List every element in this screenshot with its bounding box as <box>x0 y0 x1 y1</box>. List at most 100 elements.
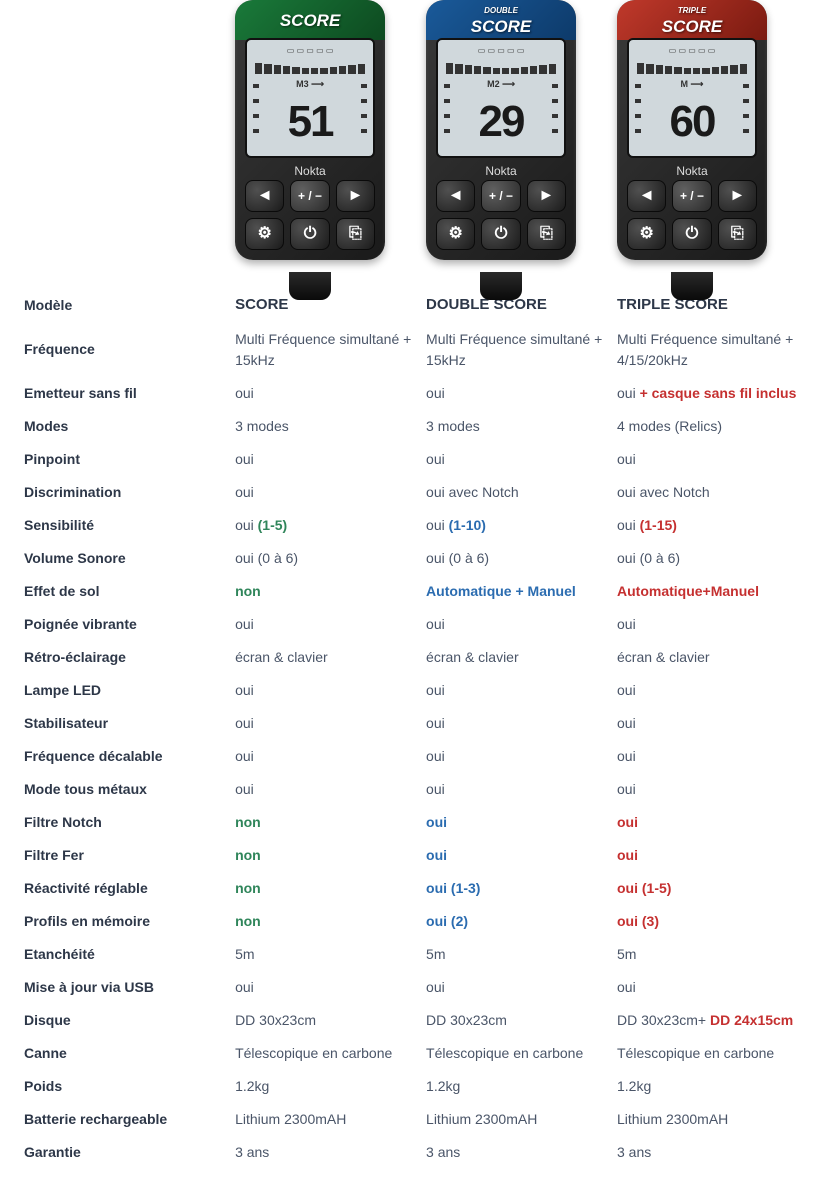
keypad-btn: ⏻ <box>481 218 520 250</box>
keypad-btn: ► <box>527 180 566 212</box>
spec-value: oui <box>613 773 804 806</box>
spec-value: oui <box>422 773 613 806</box>
keypad-btn: ► <box>336 180 375 212</box>
spec-row: Batterie rechargeableLithium 2300mAHLith… <box>20 1103 804 1136</box>
spec-row: Mode tous métauxouiouioui <box>20 773 804 806</box>
spec-value: Multi Fréquence simultané + 15kHz <box>422 323 613 377</box>
device-logo: DOUBLESCORE <box>426 8 576 40</box>
screen-icons: ▭ ▭ ▭ ▭ ▭ <box>442 44 560 58</box>
spec-value: Télescopique en carbone <box>613 1037 804 1070</box>
row-label: Filtre Notch <box>20 806 231 839</box>
spec-value: 5m <box>613 938 804 971</box>
colored-value: oui (2) <box>426 913 468 929</box>
spec-value: Multi Fréquence simultané + 4/15/20kHz <box>613 323 804 377</box>
keypad-btn: ⚙ <box>436 218 475 250</box>
keypad-btn: ⚙ <box>627 218 666 250</box>
spec-value: oui <box>422 839 613 872</box>
row-label: Mise à jour via USB <box>20 971 231 1004</box>
row-label: Emetteur sans fil <box>20 377 231 410</box>
spec-value: 5m <box>422 938 613 971</box>
device-body: SCORE▭ ▭ ▭ ▭ ▭M3 ⟶51Nokta◄+ / −►⚙⏻⎘ <box>235 0 385 260</box>
colored-value: oui <box>617 847 638 863</box>
spec-row: Discriminationouioui avec Notchoui avec … <box>20 476 804 509</box>
screen-bars <box>251 58 369 76</box>
row-label: Batterie rechargeable <box>20 1103 231 1136</box>
screen-icons: ▭ ▭ ▭ ▭ ▭ <box>251 44 369 58</box>
spec-value: Télescopique en carbone <box>422 1037 613 1070</box>
keypad-btn: ⚙ <box>245 218 284 250</box>
spec-value: oui <box>422 707 613 740</box>
spec-value: 3 ans <box>613 1136 804 1169</box>
spec-row: Filtre Fernon ouioui <box>20 839 804 872</box>
spec-value: oui + casque sans fil inclus <box>613 377 804 410</box>
colored-value: non <box>235 847 261 863</box>
colored-value: oui <box>426 814 447 830</box>
device-keypad: ◄+ / −►⚙⏻⎘ <box>436 180 566 250</box>
spec-value: oui <box>422 443 613 476</box>
device-brand: Nokta <box>235 162 385 180</box>
spec-value: oui (3) <box>613 905 804 938</box>
spec-value: oui <box>231 476 422 509</box>
row-label: Modèle <box>20 288 231 323</box>
spec-value: écran & clavier <box>613 641 804 674</box>
device-logo: SCORE <box>235 8 385 34</box>
row-label: Etanchéité <box>20 938 231 971</box>
spec-row: DisqueDD 30x23cmDD 30x23cmDD 30x23cm+ DD… <box>20 1004 804 1037</box>
empty-header <box>20 0 231 288</box>
spec-value: oui <box>422 377 613 410</box>
spec-value: 3 ans <box>422 1136 613 1169</box>
spec-row: Volume Sonoreoui (0 à 6)oui (0 à 6)oui (… <box>20 542 804 575</box>
spec-value: oui <box>231 674 422 707</box>
row-label: Volume Sonore <box>20 542 231 575</box>
row-label: Disque <box>20 1004 231 1037</box>
keypad-btn: ⏻ <box>290 218 329 250</box>
device-keypad: ◄+ / −►⚙⏻⎘ <box>245 180 375 250</box>
keypad-btn: ⎘ <box>336 218 375 250</box>
device-stem <box>480 272 522 300</box>
colored-value: oui (1-3) <box>426 880 480 896</box>
spec-value: oui <box>422 971 613 1004</box>
spec-row: Rétro-éclairage écran & clavierécran & cl… <box>20 641 804 674</box>
spec-value: oui <box>422 806 613 839</box>
keypad-btn: ⎘ <box>718 218 757 250</box>
spec-row: Mise à jour via USBouiouioui <box>20 971 804 1004</box>
comparison-table: SCORE▭ ▭ ▭ ▭ ▭M3 ⟶51Nokta◄+ / −►⚙⏻⎘ DOUB… <box>20 0 804 1169</box>
spec-value: oui (1-3) <box>422 872 613 905</box>
row-label: Pinpoint <box>20 443 231 476</box>
row-label: Filtre Fer <box>20 839 231 872</box>
spec-row: Profils en mémoirenonoui (2)oui (3) <box>20 905 804 938</box>
spec-value: oui (1-10) <box>422 509 613 542</box>
spec-row: Effet de solnonAutomatique + ManuelAutom… <box>20 575 804 608</box>
screen-bars <box>442 58 560 76</box>
value-part: DD 24x15cm <box>710 1012 793 1028</box>
spec-row: Fréquence décalableouiouioui <box>20 740 804 773</box>
spec-value: oui <box>613 971 804 1004</box>
screen-number: 51 <box>251 92 369 153</box>
spec-value: oui <box>231 971 422 1004</box>
device-logo: TRIPLESCORE <box>617 8 767 40</box>
spec-value: oui (0 à 6) <box>422 542 613 575</box>
spec-value: Multi Fréquence simultané + 15kHz <box>231 323 422 377</box>
row-label: Sensibilité <box>20 509 231 542</box>
device-keypad: ◄+ / −►⚙⏻⎘ <box>627 180 757 250</box>
row-label: Lampe LED <box>20 674 231 707</box>
device-brand: Nokta <box>426 162 576 180</box>
spec-row: Lampe LEDouiouioui <box>20 674 804 707</box>
keypad-btn: ◄ <box>245 180 284 212</box>
spec-row: Pinpointouiouioui <box>20 443 804 476</box>
device-cell-triple: TRIPLESCORE▭ ▭ ▭ ▭ ▭M ⟶60Nokta◄+ / −►⚙⏻⎘ <box>613 0 804 288</box>
colored-value: Automatique+Manuel <box>617 583 759 599</box>
spec-value: oui <box>231 740 422 773</box>
spec-value: Télescopique en carbone <box>231 1037 422 1070</box>
colored-value: oui <box>617 814 638 830</box>
row-label: Rétro-éclairage <box>20 641 231 674</box>
device-brand: Nokta <box>617 162 767 180</box>
screen-mode: M3 ⟶ <box>251 78 369 92</box>
spec-value: non <box>231 839 422 872</box>
spec-value: non <box>231 872 422 905</box>
spec-row: Stabilisateurouiouioui <box>20 707 804 740</box>
spec-value: Lithium 2300mAH <box>613 1103 804 1136</box>
spec-value: écran & clavier <box>422 641 613 674</box>
device-triple: TRIPLESCORE▭ ▭ ▭ ▭ ▭M ⟶60Nokta◄+ / −►⚙⏻⎘ <box>617 0 767 280</box>
spec-value: Lithium 2300mAH <box>231 1103 422 1136</box>
